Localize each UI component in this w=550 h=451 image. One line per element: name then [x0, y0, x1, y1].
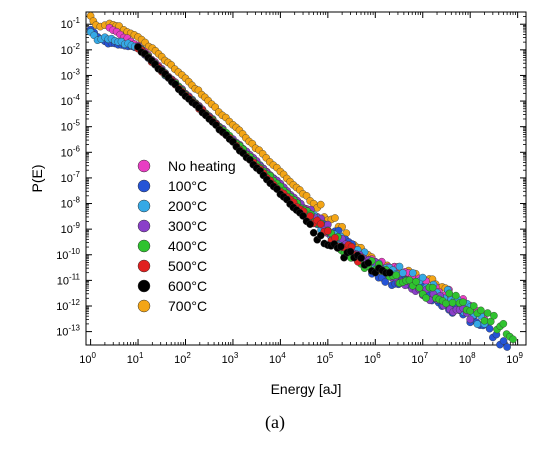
data-point	[331, 214, 339, 222]
data-point	[346, 247, 355, 256]
y-tick-label: 10-2	[61, 42, 81, 57]
y-axis-title: P(E)	[29, 165, 45, 193]
series-600-c	[134, 43, 394, 277]
x-tick-label: 105	[316, 351, 333, 366]
data-point	[385, 268, 394, 277]
x-axis-title: Energy [aJ]	[271, 381, 342, 397]
data-point	[480, 317, 489, 325]
data-point	[336, 242, 345, 251]
legend-marker	[137, 159, 151, 173]
x-tick-label: 100	[79, 351, 96, 366]
x-tick-label: 103	[222, 351, 239, 366]
y-tick-label: 10-3	[61, 67, 81, 82]
data-point	[442, 299, 450, 308]
data-point	[316, 231, 325, 240]
data-point	[473, 320, 482, 328]
data-point	[509, 335, 517, 344]
legend-marker	[137, 259, 151, 273]
legend: No heating 100°C 200°C 300°C 400°C 500°C 600°C…	[137, 158, 236, 314]
data-point	[486, 317, 495, 326]
legend-marker	[137, 179, 151, 193]
data-point	[499, 337, 508, 345]
legend-label: 200°C	[168, 198, 207, 214]
y-tick-label: 10-5	[61, 119, 81, 134]
scatter-plot: 100 101 102 103 104 105 106 107 108 109 10-1 10-2 10…	[29, 11, 527, 397]
x-tick-label: 106	[364, 351, 381, 366]
y-tick-label: 10-7	[61, 170, 81, 185]
data-point	[357, 254, 365, 262]
legend-label: No heating	[168, 158, 236, 174]
y-tick-label: 10-1	[61, 16, 81, 31]
legend-marker	[137, 239, 151, 253]
data-point	[466, 315, 474, 324]
data-point	[306, 220, 314, 228]
data-point	[392, 271, 401, 279]
data-point	[503, 343, 511, 351]
x-tick-label: 108	[459, 351, 476, 366]
y-tick-label: 10-11	[57, 272, 81, 287]
legend-marker	[137, 299, 151, 313]
x-tick-label: 107	[411, 351, 428, 366]
legend-label: 600°C	[168, 278, 207, 294]
axis-ticks: 100 101 102 103 104 105 106 107 108 109 10-1 10-2 10…	[56, 12, 526, 366]
y-tick-label: 10-13	[56, 324, 80, 339]
legend-label: 400°C	[168, 238, 207, 254]
figure-caption: (a)	[265, 412, 285, 432]
data-point	[316, 200, 325, 209]
data-point	[415, 284, 424, 292]
legend-label: 700°C	[168, 298, 207, 314]
data-point	[381, 278, 390, 286]
data-point	[412, 277, 420, 286]
data-point	[445, 289, 454, 298]
y-tick-label: 10-9	[61, 221, 81, 236]
legend-label: 300°C	[168, 218, 207, 234]
legend-marker	[137, 219, 151, 233]
plot-frame	[85, 11, 527, 346]
data-points	[86, 12, 517, 351]
data-point	[459, 298, 467, 306]
data-point	[324, 227, 332, 235]
x-tick-label: 104	[269, 351, 286, 366]
data-point	[399, 269, 407, 277]
x-tick-label: 101	[127, 351, 144, 366]
y-tick-label: 10-6	[61, 144, 81, 159]
legend-marker	[137, 199, 151, 213]
data-point	[364, 259, 373, 267]
y-tick-label: 10-10	[56, 247, 80, 262]
legend-label: 100°C	[168, 178, 207, 194]
legend-marker	[137, 279, 151, 293]
y-tick-label: 10-4	[61, 93, 81, 108]
data-point	[469, 302, 478, 310]
x-tick-label: 109	[506, 351, 523, 366]
data-point	[448, 298, 457, 307]
data-point	[477, 306, 485, 315]
data-point	[422, 294, 430, 302]
data-point	[299, 212, 307, 220]
data-point	[309, 228, 318, 237]
data-point	[428, 283, 437, 292]
data-point	[499, 319, 508, 328]
y-tick-label: 10-12	[56, 298, 80, 313]
data-point	[408, 269, 417, 277]
data-point	[452, 291, 460, 300]
x-tick-label: 102	[174, 351, 191, 366]
data-point	[316, 220, 325, 228]
legend-label: 500°C	[168, 258, 207, 274]
y-tick-label: 10-8	[61, 196, 81, 211]
data-point	[395, 262, 404, 271]
data-point	[490, 311, 498, 320]
data-point	[418, 273, 427, 282]
